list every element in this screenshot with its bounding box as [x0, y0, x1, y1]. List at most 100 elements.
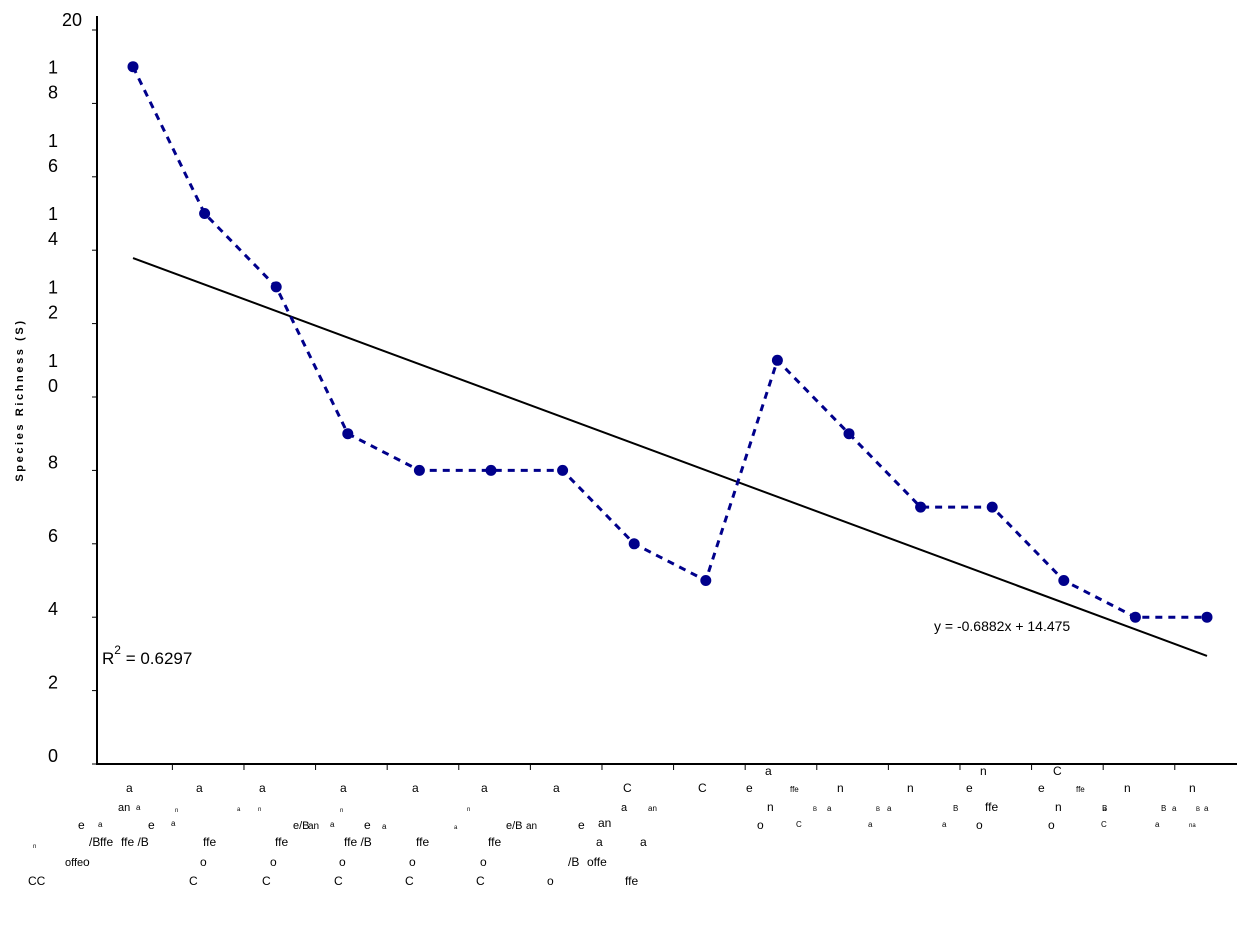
x-tick-label: ffe /B — [121, 835, 149, 849]
r-squared-r: R — [102, 649, 114, 668]
x-tick-label: a — [553, 781, 560, 795]
x-tick-label: e — [148, 818, 155, 832]
x-tick-label: an — [598, 816, 611, 830]
x-tick-label: C — [796, 820, 802, 829]
trendline — [132, 257, 1208, 657]
x-tick-label: e — [966, 781, 973, 795]
x-tick-label: ffe — [625, 874, 638, 888]
x-tick-label: ffe — [1076, 785, 1085, 794]
x-tick-label: a — [827, 804, 832, 813]
x-tick-label: a — [1172, 804, 1177, 813]
x-tick-label: o — [976, 818, 983, 832]
x-tick-label: C — [405, 874, 414, 888]
x-tick-label: a — [382, 822, 387, 831]
data-point — [270, 281, 282, 293]
data-point — [628, 538, 640, 550]
x-tick-label: a — [340, 781, 347, 795]
x-tick-label: an — [648, 804, 657, 813]
r-squared-label: R2 = 0.6297 — [102, 643, 192, 668]
x-tick-label: C — [189, 874, 198, 888]
data-point — [199, 208, 211, 219]
x-tick-label: n — [1189, 781, 1196, 795]
x-tick-label: a — [765, 764, 772, 778]
series-layer — [127, 61, 1213, 623]
x-tick-label: e/B — [506, 820, 523, 832]
data-point — [557, 464, 569, 476]
x-tick-label: o — [547, 874, 554, 888]
trendline-equation: y = -0.6882x + 14.475 — [934, 618, 1070, 634]
y-tick-label: 2 — [48, 673, 58, 693]
x-tick-label: a — [259, 781, 266, 795]
y-tick-label: 6 — [48, 526, 58, 546]
x-tick-label: a — [481, 781, 488, 795]
x-tick-label: o — [1048, 818, 1055, 832]
x-tick-label: o — [757, 818, 764, 832]
y-tick-label-line: 2 — [48, 303, 58, 323]
x-tick-label: n — [1055, 800, 1062, 814]
y-tick-label-line: 1 — [48, 131, 58, 151]
x-tick-label: a — [887, 804, 892, 813]
x-tick-label: a — [237, 807, 241, 813]
x-tick-label: n — [1124, 781, 1131, 795]
x-tick-label: o — [480, 855, 487, 869]
x-tick-label: C — [334, 874, 343, 888]
x-tick-label: C — [476, 874, 485, 888]
y-tick-label: 8 — [48, 452, 58, 472]
x-tick-label: an — [308, 821, 319, 832]
x-tick-label: an — [118, 802, 130, 814]
x-tick-label: a — [454, 825, 458, 831]
data-point — [843, 428, 855, 440]
y-tick-label: 20 — [62, 10, 82, 30]
x-tick-label: B — [876, 807, 880, 813]
data-point — [1058, 575, 1070, 586]
series-line — [131, 66, 1207, 619]
data-point — [485, 464, 497, 476]
y-tick-label: 0 — [48, 746, 58, 766]
x-tick-label: C — [1053, 764, 1062, 778]
r-squared-superscript: 2 — [114, 643, 121, 657]
x-tick-label: a — [330, 820, 335, 829]
x-tick-label: a — [942, 820, 947, 829]
x-tick-label: e — [364, 818, 371, 832]
x-tick-label: a — [126, 781, 133, 795]
x-tick-label: e — [746, 781, 753, 795]
x-tick-label: B — [953, 804, 958, 813]
y-tick-label-line: 1 — [48, 278, 58, 298]
x-tick-label: an — [526, 821, 537, 832]
x-tick-label: B — [1102, 804, 1107, 813]
x-tick-label: n — [340, 808, 343, 814]
x-tick-label: ffe — [100, 835, 113, 849]
x-tick-label: o — [83, 855, 90, 869]
x-tick-label: a — [1103, 807, 1107, 813]
x-tick-label: o — [339, 855, 346, 869]
x-tick-label: na — [1189, 823, 1196, 829]
x-tick-label: n — [907, 781, 914, 795]
x-tick-label: n — [837, 781, 844, 795]
data-point — [771, 354, 783, 366]
x-tick-label: a — [136, 803, 141, 812]
x-tick-label: offe — [587, 855, 607, 869]
x-tick-label: n — [767, 800, 774, 814]
x-tick-label: n — [980, 764, 987, 778]
x-tick-label: a — [412, 781, 419, 795]
x-tick-label: a — [868, 820, 873, 829]
y-tick-label-line: 4 — [48, 229, 58, 249]
x-tick-label: a — [171, 819, 176, 828]
y-tick-label-line: 8 — [48, 82, 58, 102]
data-point — [1129, 611, 1141, 623]
data-point — [1201, 611, 1213, 623]
x-tick-label: C — [698, 781, 707, 795]
x-tick-label: C — [1101, 820, 1107, 829]
x-tick-label: n — [467, 807, 470, 813]
trendline-layer — [132, 257, 1208, 657]
x-tick-label: a — [98, 820, 103, 829]
r-squared-value: = 0.6297 — [121, 649, 192, 668]
y-tick-label-line: 1 — [48, 204, 58, 224]
